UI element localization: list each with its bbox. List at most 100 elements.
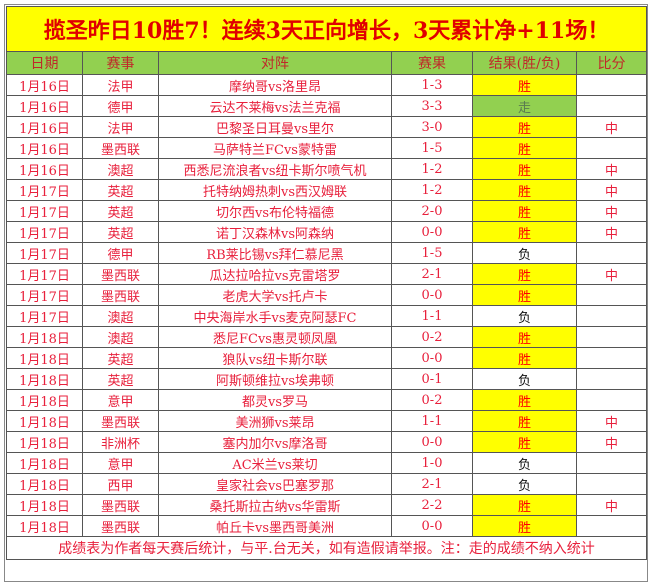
result-cell: 胜 bbox=[472, 431, 577, 453]
league-cell: 墨西联 bbox=[82, 263, 159, 285]
date-cell: 1月18日 bbox=[6, 452, 83, 474]
hit-cell bbox=[575, 305, 648, 327]
hit-cell bbox=[575, 368, 648, 390]
date-cell: 1月18日 bbox=[6, 473, 83, 495]
match-cell: 切尔西vs布伦特福德 bbox=[158, 200, 392, 222]
table-row: 1月18日 墨西联 美洲狮vs莱昂 1-1 胜中 bbox=[6, 410, 648, 432]
col-date: 日期 bbox=[6, 51, 83, 75]
date-cell: 1月16日 bbox=[6, 74, 83, 96]
col-result: 结果(胜/负) bbox=[472, 51, 577, 75]
date-cell: 1月18日 bbox=[6, 431, 83, 453]
date-cell: 1月17日 bbox=[6, 263, 83, 285]
result-cell: 负 bbox=[472, 452, 577, 474]
league-cell: 澳超 bbox=[82, 326, 159, 348]
table-row: 1月17日 澳超 中央海岸水手vs麦克阿瑟FC 1-1 负 bbox=[6, 305, 648, 327]
hit-cell: 中 bbox=[575, 179, 648, 201]
date-cell: 1月18日 bbox=[6, 410, 83, 432]
table-row: 1月18日 非洲杯 塞内加尔vs摩洛哥 0-0 胜中 bbox=[6, 431, 648, 453]
league-cell: 墨西联 bbox=[82, 494, 159, 516]
page-title: 揽圣昨日10胜7！连续3天正向增长，3天累计净+11场！ bbox=[5, 6, 648, 52]
table-row: 1月18日 英超 狼队vs纽卡斯尔联 0-0 胜 bbox=[6, 347, 648, 369]
league-cell: 英超 bbox=[82, 221, 159, 243]
result-cell: 胜 bbox=[472, 326, 577, 348]
table-row: 1月17日 英超 诺丁汉森林vs阿森纳 0-0 胜中 bbox=[6, 221, 648, 243]
col-exact: 比分 bbox=[575, 51, 648, 75]
hit-cell bbox=[575, 242, 648, 264]
table-row: 1月16日 法甲 巴黎圣日耳曼vs里尔 3-0 胜中 bbox=[6, 116, 648, 138]
result-cell: 胜 bbox=[472, 515, 577, 537]
league-cell: 非洲杯 bbox=[82, 431, 159, 453]
hit-cell bbox=[575, 347, 648, 369]
table-row: 1月18日 西甲 皇家社会vs巴塞罗那 2-1 负 bbox=[6, 473, 648, 495]
date-cell: 1月16日 bbox=[6, 95, 83, 117]
result-cell: 胜 bbox=[472, 347, 577, 369]
table-row: 1月17日 墨西联 老虎大学vs托卢卡 0-0 胜 bbox=[6, 284, 648, 306]
hit-cell bbox=[575, 74, 648, 96]
league-cell: 墨西联 bbox=[82, 410, 159, 432]
score-cell: 0-2 bbox=[391, 389, 473, 411]
result-cell: 胜 bbox=[472, 179, 577, 201]
hit-cell: 中 bbox=[575, 116, 648, 138]
hit-cell bbox=[575, 473, 648, 495]
league-cell: 英超 bbox=[82, 179, 159, 201]
table-row: 1月18日 英超 阿斯顿维拉vs埃弗顿 0-1 负 bbox=[6, 368, 648, 390]
hit-cell: 中 bbox=[575, 410, 648, 432]
table-row: 1月16日 德甲 云达不莱梅vs法兰克福 3-3 走 bbox=[6, 95, 648, 117]
hit-cell bbox=[575, 137, 648, 159]
table-row: 1月18日 意甲 都灵vs罗马 0-2 胜 bbox=[6, 389, 648, 411]
result-cell: 胜 bbox=[472, 137, 577, 159]
date-cell: 1月18日 bbox=[6, 326, 83, 348]
league-cell: 意甲 bbox=[82, 389, 159, 411]
score-cell: 1-5 bbox=[391, 137, 473, 159]
table-row: 1月16日 法甲 摩纳哥vs洛里昂 1-3 胜 bbox=[6, 74, 648, 96]
league-cell: 西甲 bbox=[82, 473, 159, 495]
score-cell: 3-0 bbox=[391, 116, 473, 138]
match-cell: 悉尼FCvs惠灵顿凤凰 bbox=[158, 326, 392, 348]
table-row: 1月16日 澳超 西悉尼流浪者vs纽卡斯尔喷气机 1-2 胜中 bbox=[6, 158, 648, 180]
date-cell: 1月18日 bbox=[6, 347, 83, 369]
match-cell: 中央海岸水手vs麦克阿瑟FC bbox=[158, 305, 392, 327]
hit-cell bbox=[575, 515, 648, 537]
table-row: 1月18日 墨西联 桑托斯拉古纳vs华雷斯 2-2 胜中 bbox=[6, 494, 648, 516]
match-cell: 狼队vs纽卡斯尔联 bbox=[158, 347, 392, 369]
score-cell: 1-1 bbox=[391, 410, 473, 432]
match-cell: 马萨特兰FCvs蒙特雷 bbox=[158, 137, 392, 159]
date-cell: 1月17日 bbox=[6, 305, 83, 327]
match-cell: 帕丘卡vs墨西哥美洲 bbox=[158, 515, 392, 537]
hit-cell bbox=[575, 95, 648, 117]
hit-cell: 中 bbox=[575, 494, 648, 516]
league-cell: 英超 bbox=[82, 368, 159, 390]
date-cell: 1月16日 bbox=[6, 137, 83, 159]
hit-cell: 中 bbox=[575, 158, 648, 180]
match-cell: 美洲狮vs莱昂 bbox=[158, 410, 392, 432]
date-cell: 1月16日 bbox=[6, 158, 83, 180]
score-cell: 2-1 bbox=[391, 263, 473, 285]
table-row: 1月17日 德甲 RB莱比锡vs拜仁慕尼黑 1-5 负 bbox=[6, 242, 648, 264]
match-cell: 老虎大学vs托卢卡 bbox=[158, 284, 392, 306]
footer-note: 成绩表为作者每天赛后统计，与平.台无关，如有造假请举报。注：走的成绩不纳入统计 bbox=[5, 536, 648, 560]
result-cell: 胜 bbox=[472, 410, 577, 432]
match-cell: 桑托斯拉古纳vs华雷斯 bbox=[158, 494, 392, 516]
score-cell: 1-0 bbox=[391, 452, 473, 474]
result-cell: 负 bbox=[472, 242, 577, 264]
score-cell: 3-3 bbox=[391, 95, 473, 117]
date-cell: 1月18日 bbox=[6, 494, 83, 516]
league-cell: 意甲 bbox=[82, 452, 159, 474]
match-cell: 阿斯顿维拉vs埃弗顿 bbox=[158, 368, 392, 390]
score-cell: 0-1 bbox=[391, 368, 473, 390]
result-cell: 负 bbox=[472, 368, 577, 390]
table-row: 1月17日 墨西联 瓜达拉哈拉vs克雷塔罗 2-1 胜中 bbox=[6, 263, 648, 285]
score-cell: 0-0 bbox=[391, 284, 473, 306]
result-cell: 胜 bbox=[472, 284, 577, 306]
match-cell: 皇家社会vs巴塞罗那 bbox=[158, 473, 392, 495]
result-cell: 负 bbox=[472, 305, 577, 327]
hit-cell bbox=[575, 389, 648, 411]
table-row: 1月17日 英超 切尔西vs布伦特福德 2-0 胜中 bbox=[6, 200, 648, 222]
score-cell: 0-0 bbox=[391, 431, 473, 453]
date-cell: 1月17日 bbox=[6, 221, 83, 243]
hit-cell bbox=[575, 326, 648, 348]
match-cell: 托特纳姆热刺vs西汉姆联 bbox=[158, 179, 392, 201]
result-cell: 胜 bbox=[472, 221, 577, 243]
result-cell: 胜 bbox=[472, 389, 577, 411]
result-cell: 胜 bbox=[472, 263, 577, 285]
